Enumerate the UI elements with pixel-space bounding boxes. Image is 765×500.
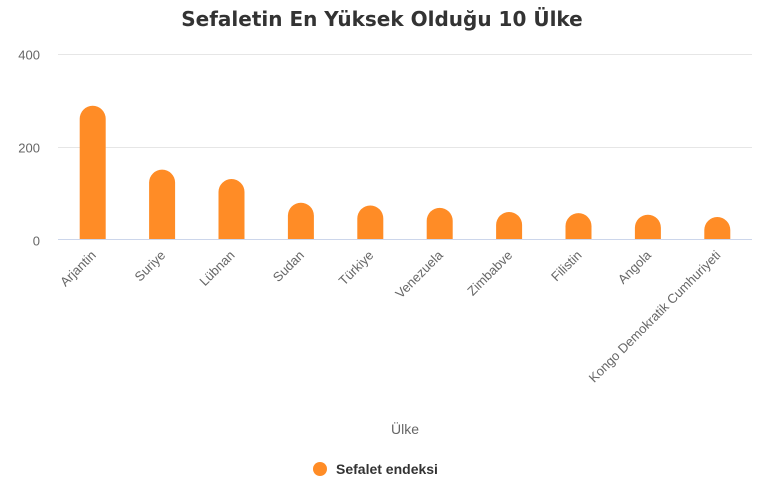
bar-lübnan[interactable] — [218, 179, 245, 240]
x-tick-label: Türkiye — [336, 248, 377, 289]
bar-filistin[interactable] — [565, 213, 592, 240]
x-tick-label: Suriye — [132, 248, 169, 285]
bar-kongo-demokratik-cumhuriyeti[interactable] — [704, 217, 731, 240]
x-axis-title: Ülke — [391, 420, 419, 437]
bar-arjantin[interactable] — [79, 105, 106, 240]
x-axis-ticks: Arjantin Suriye Lübnan Sudan Türkiye Venezuel… — [57, 247, 723, 385]
x-tick-label: Venezuela — [392, 247, 446, 301]
x-tick-label: Kongo Demokratik Cumhuriyeti — [586, 247, 724, 385]
bar-sudan[interactable] — [287, 202, 314, 240]
x-tick-label: Sudan — [270, 248, 307, 285]
legend[interactable]: Sefalet endeksi — [313, 461, 438, 477]
legend-label[interactable]: Sefalet endeksi — [336, 461, 438, 477]
y-tick-label: 0 — [33, 234, 40, 249]
x-tick-label: Lübnan — [196, 248, 237, 289]
bar-zimbabve[interactable] — [496, 211, 523, 240]
bar-suriye[interactable] — [149, 169, 176, 240]
bar-angola[interactable] — [634, 214, 661, 240]
y-axis-ticks: 0 200 400 — [18, 48, 40, 249]
x-tick-label: Zimbabve — [464, 248, 515, 299]
x-tick-label: Arjantin — [57, 248, 99, 290]
y-tick-label: 200 — [18, 141, 40, 156]
x-tick-label: Angola — [615, 247, 655, 287]
y-tick-label: 400 — [18, 48, 40, 63]
bars — [79, 105, 731, 240]
bar-türkiye[interactable] — [357, 205, 384, 240]
chart-title: Sefaletin En Yüksek Olduğu 10 Ülke — [181, 7, 583, 31]
grid — [58, 54, 752, 148]
x-tick-label: Filistin — [548, 248, 585, 285]
bar-venezuela[interactable] — [426, 207, 453, 240]
legend-marker-icon[interactable] — [313, 462, 327, 476]
